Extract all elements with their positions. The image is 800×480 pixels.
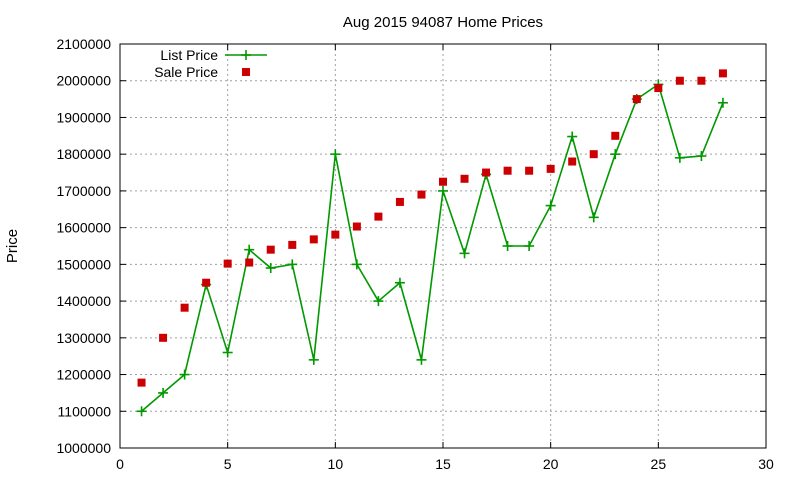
sale-price-point (202, 278, 211, 287)
y-tick-label: 1800000 (56, 146, 111, 162)
list-price-point (265, 263, 276, 274)
list-price-point (610, 149, 621, 160)
sale-price-point (503, 166, 512, 175)
chart-title: Aug 2015 94087 Home Prices (343, 14, 543, 31)
legend-label-sale-price: Sale Price (154, 64, 218, 80)
sale-price-point (632, 95, 641, 104)
list-price-point (394, 277, 405, 288)
sale-price-point (546, 164, 555, 173)
list-price-point (674, 152, 685, 163)
sale-price-point (288, 240, 297, 249)
y-tick-label: 1700000 (56, 183, 111, 199)
list-price-point (222, 347, 233, 358)
list-price-point (136, 406, 147, 417)
series-sale-price (137, 69, 727, 387)
sale-price-point (331, 230, 340, 239)
y-tick-label: 1200000 (56, 367, 111, 383)
y-tick-label: 1400000 (56, 293, 111, 309)
list-price-point (459, 248, 470, 259)
sale-price-point (675, 76, 684, 85)
y-tick-label: 1900000 (56, 109, 111, 125)
x-tick-label: 20 (543, 456, 559, 472)
sale-price-point (589, 150, 598, 159)
y-tick-label: 1500000 (56, 256, 111, 272)
y-tick-label: 1000000 (56, 440, 111, 456)
sale-price-point (137, 378, 146, 387)
list-price-point (158, 387, 169, 398)
y-tick-label: 1100000 (58, 403, 112, 419)
series-layer (136, 69, 728, 417)
list-price-point (244, 244, 255, 255)
sale-price-point (395, 197, 404, 206)
list-price-point (567, 131, 578, 142)
list-price-point (179, 369, 190, 380)
sale-price-point (697, 76, 706, 85)
list-price-point (438, 185, 448, 196)
list-price-point (351, 259, 362, 270)
list-price-point (696, 151, 707, 162)
list-price-point (373, 296, 384, 307)
sale-price-point (525, 166, 534, 175)
sale-price-point (439, 177, 447, 186)
sale-price-point (266, 245, 275, 254)
list-price-point (545, 200, 556, 211)
grid (120, 44, 766, 448)
y-tick-label: 2000000 (56, 73, 111, 89)
x-tick-label: 25 (651, 456, 667, 472)
sale-price-point (245, 258, 254, 267)
list-price-point (588, 212, 599, 223)
x-tick-label: 0 (116, 456, 124, 472)
sale-price-point (417, 190, 426, 199)
sale-price-point (223, 259, 232, 268)
sale-price-point (718, 69, 727, 78)
x-tick-label: 5 (224, 456, 232, 472)
list-price-point (717, 97, 728, 108)
sale-price-point (568, 157, 577, 166)
sale-price-point (611, 131, 620, 140)
x-tick-label: 30 (758, 456, 774, 472)
list-price-point (308, 354, 319, 365)
legend-marker-list-price (241, 50, 251, 60)
sale-price-point (352, 222, 361, 231)
legend-swatch-sale-price (242, 68, 250, 76)
list-price-point (416, 354, 427, 365)
y-tick-label: 1300000 (56, 330, 111, 346)
x-tick-label: 10 (328, 456, 344, 472)
sale-price-point (654, 84, 663, 93)
sale-price-point (309, 235, 318, 244)
axis-ticks: 1000000 1100000 1200000 1300000 1400000 15000… (56, 36, 774, 472)
y-tick-label: 2100000 (56, 36, 111, 52)
sale-price-point (180, 303, 189, 312)
x-tick-label: 15 (435, 456, 451, 472)
list-price-point (524, 241, 535, 251)
sale-price-point (159, 333, 168, 342)
sale-price-point (460, 174, 469, 183)
y-axis-label: Price (4, 229, 21, 263)
y-tick-label: 1600000 (56, 220, 111, 236)
legend-label-list-price: List Price (160, 47, 218, 63)
list-price-line (141, 83, 724, 412)
list-price-point (330, 149, 341, 160)
list-price-point (287, 259, 298, 270)
sale-price-point (374, 212, 383, 221)
sale-price-point (482, 168, 491, 177)
list-price-point (502, 241, 513, 251)
